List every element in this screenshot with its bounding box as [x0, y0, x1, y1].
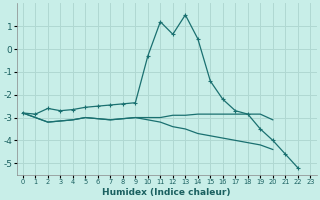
X-axis label: Humidex (Indice chaleur): Humidex (Indice chaleur)	[102, 188, 231, 197]
